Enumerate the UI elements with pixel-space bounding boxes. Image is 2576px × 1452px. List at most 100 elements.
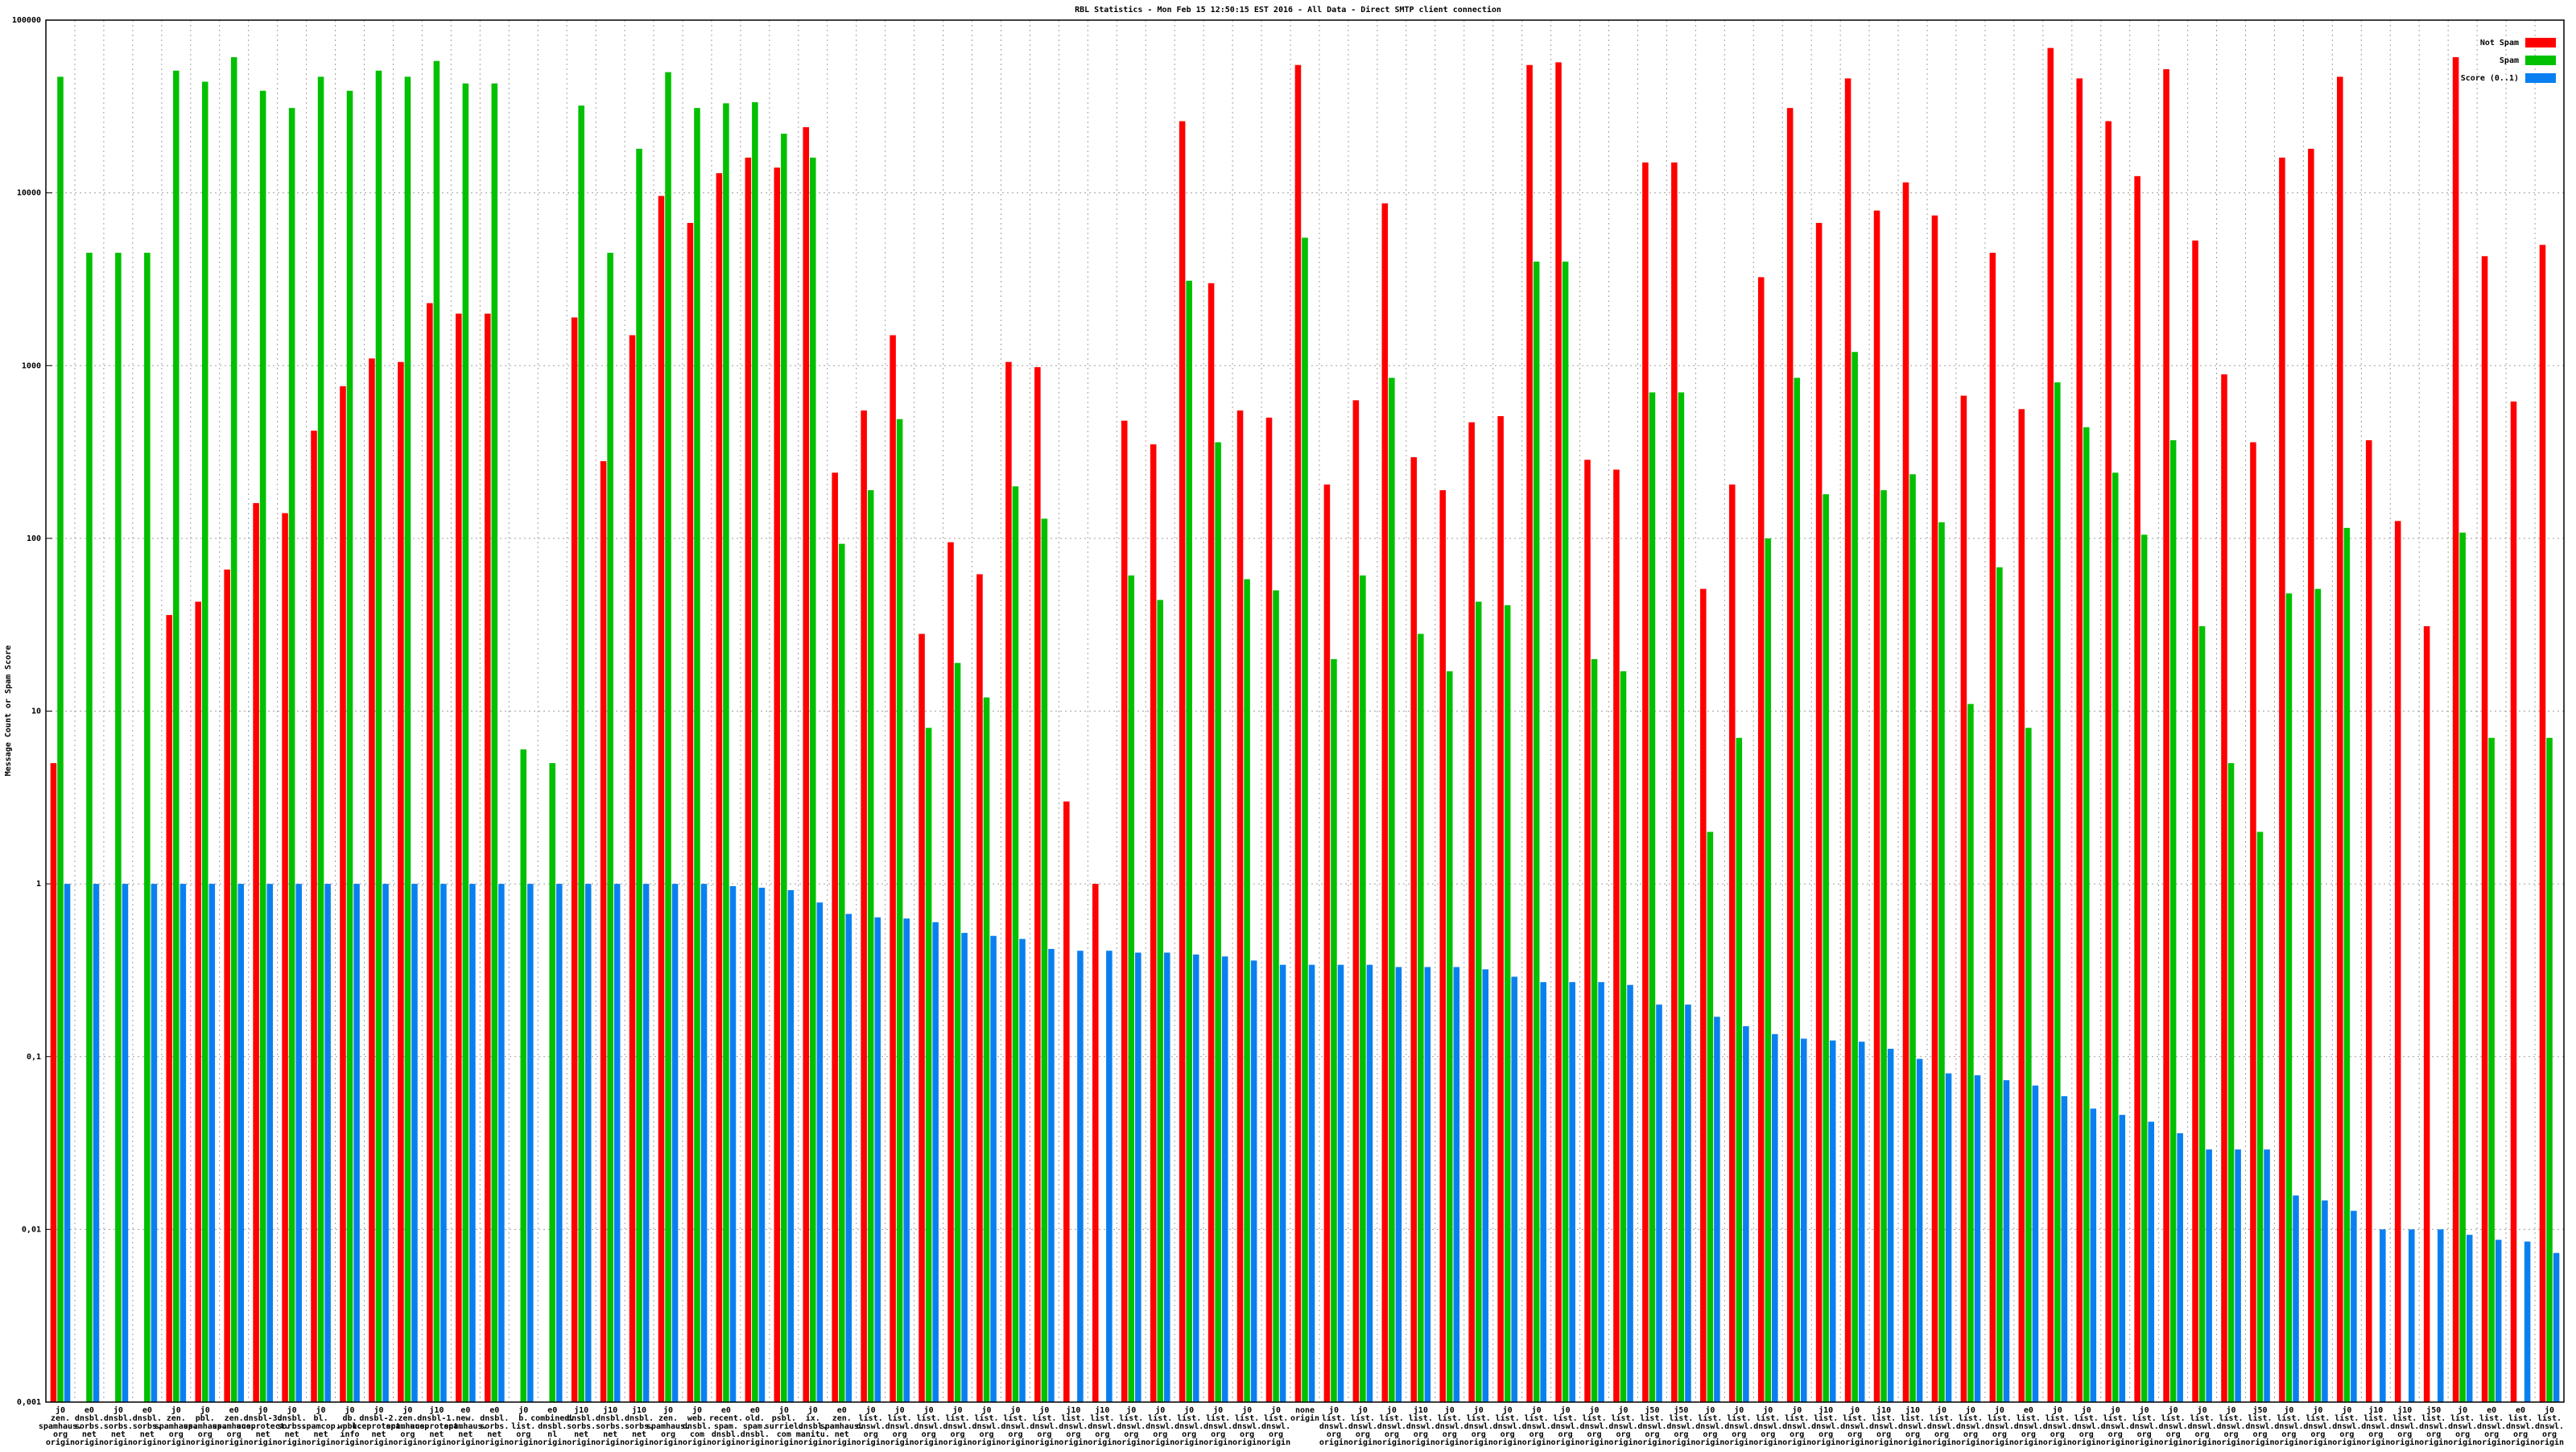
x-tick-label: origin: [2477, 1438, 2506, 1447]
x-tick-label: origin: [770, 1438, 799, 1447]
bar: [636, 148, 642, 1402]
x-tick-label: origin: [741, 1438, 770, 1447]
x-tick-label: j0: [1358, 1405, 1368, 1415]
x-tick-label: dnswl.: [857, 1422, 886, 1431]
x-tick-label: dnswl.: [1811, 1422, 1840, 1431]
x-tick-label: org: [1847, 1430, 1862, 1439]
x-tick-label: org: [2484, 1430, 2499, 1439]
bar: [230, 57, 237, 1402]
x-tick-label: j0: [2342, 1405, 2351, 1415]
x-tick-label: spam.: [743, 1422, 767, 1431]
x-tick-label: sorbs.: [480, 1422, 509, 1431]
x-tick-label: org: [53, 1430, 68, 1439]
bar: [1714, 1017, 1720, 1402]
y-tick-label: 10000: [17, 189, 41, 198]
bar: [1649, 392, 1656, 1402]
x-tick-label: origin: [480, 1438, 509, 1447]
x-tick-label: origin: [220, 1438, 249, 1447]
bar: [584, 884, 592, 1402]
bar: [411, 884, 418, 1402]
x-tick-label: surriel.: [765, 1421, 803, 1431]
bar: [1395, 967, 1402, 1402]
bar: [613, 884, 621, 1402]
x-tick-label: j0: [1937, 1405, 1946, 1415]
x-tick-label: org: [1124, 1430, 1138, 1439]
x-tick-label: org: [2513, 1430, 2528, 1439]
bar: [2083, 427, 2090, 1403]
x-tick-label: j0: [779, 1405, 789, 1415]
bar: [2481, 256, 2488, 1402]
x-tick-label: net: [458, 1430, 473, 1439]
x-tick-label: origin: [1695, 1438, 1724, 1447]
bar: [266, 884, 273, 1402]
x-tick-label: list.: [1582, 1413, 1606, 1423]
bar: [1989, 253, 1996, 1403]
x-tick-label: spamhaus.: [444, 1422, 487, 1431]
x-tick-label: j10: [632, 1405, 646, 1415]
x-tick-label: e0: [837, 1406, 847, 1415]
bar: [803, 127, 810, 1402]
x-tick-label: dnswl.: [1579, 1422, 1608, 1431]
x-tick-label: list.: [1554, 1413, 1578, 1423]
bar: [1302, 237, 1308, 1403]
bar: [115, 253, 122, 1403]
bar: [2221, 374, 2227, 1402]
bar: [295, 884, 302, 1402]
x-tick-label: list.: [1119, 1413, 1143, 1423]
x-tick-label: info: [340, 1429, 359, 1439]
x-tick-label: list.: [1235, 1413, 1259, 1423]
bar: [1236, 410, 1244, 1403]
x-tick-label: dnsbl-2.: [359, 1414, 398, 1423]
x-tick-label: list.: [974, 1413, 998, 1423]
x-tick-label: j0: [1995, 1405, 2004, 1415]
bar: [180, 884, 187, 1402]
bar: [1186, 280, 1192, 1402]
bar: [2380, 1229, 2386, 1402]
bar: [346, 90, 353, 1402]
x-tick-label: list.: [2132, 1413, 2157, 1423]
x-tick-label: dnsbl-3.: [244, 1414, 283, 1423]
bar: [2466, 1235, 2473, 1402]
x-tick-label: origin: [1637, 1438, 1666, 1447]
bar: [781, 134, 787, 1402]
bar: [462, 83, 469, 1402]
y-tick-label: 100: [27, 534, 41, 543]
bar: [1800, 1038, 1807, 1402]
x-tick-label: origin: [972, 1438, 1001, 1447]
x-tick-label: dnsbl.: [104, 1414, 133, 1423]
bar: [1244, 579, 1250, 1402]
bar: [1150, 444, 1157, 1402]
x-tick-label: list.: [1843, 1413, 1867, 1423]
x-tick-label: origin: [1579, 1438, 1608, 1447]
bar: [1453, 967, 1460, 1402]
x-tick-label: origin: [1666, 1438, 1695, 1447]
bar: [976, 574, 983, 1403]
x-tick-label: nl: [547, 1430, 557, 1439]
bar: [1092, 884, 1099, 1402]
x-tick-label: manitu.: [796, 1429, 830, 1439]
bar: [947, 542, 954, 1403]
bar: [375, 70, 382, 1403]
bar: [2409, 1229, 2415, 1402]
bar: [340, 386, 346, 1403]
x-tick-label: org: [1095, 1430, 1109, 1439]
x-tick-label: pbl.: [196, 1414, 215, 1423]
bar: [151, 884, 158, 1402]
x-tick-label: org: [2108, 1430, 2123, 1439]
x-tick-label: spamhaus.: [386, 1422, 429, 1431]
x-tick-label: j0: [1184, 1405, 1194, 1415]
bar: [555, 884, 563, 1402]
bar: [1678, 392, 1685, 1402]
bar: [932, 922, 939, 1402]
bar: [2279, 157, 2285, 1402]
bar: [2047, 47, 2054, 1402]
x-tick-label: j0: [1850, 1405, 1860, 1415]
bar: [2314, 588, 2322, 1402]
bar: [2061, 1095, 2068, 1402]
bar: [990, 935, 997, 1402]
bar: [1360, 575, 1366, 1402]
bar: [1794, 377, 1800, 1403]
bar: [1873, 210, 1880, 1402]
x-tick-label: origin: [1522, 1438, 1551, 1447]
bar: [1273, 590, 1279, 1402]
